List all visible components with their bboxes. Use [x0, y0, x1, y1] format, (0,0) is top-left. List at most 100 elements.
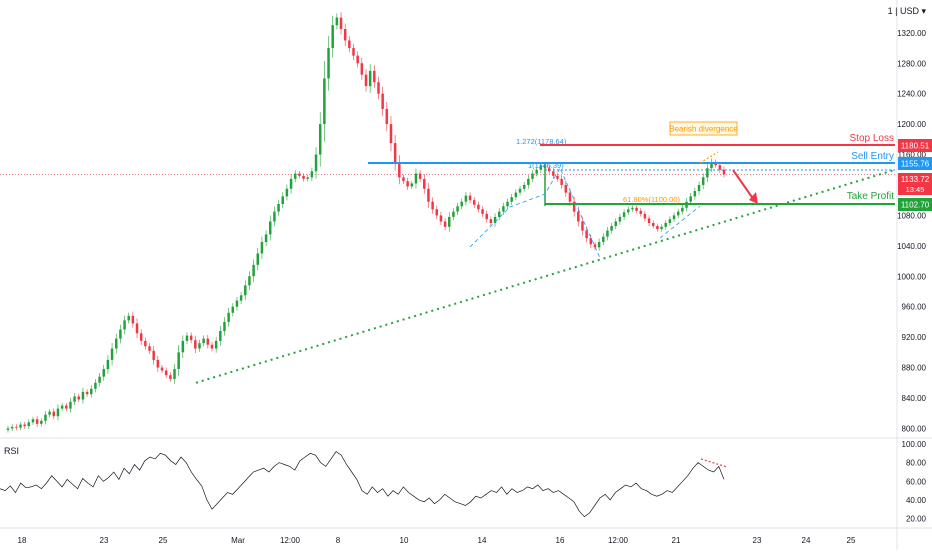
candle	[697, 184, 701, 192]
candle	[177, 352, 180, 370]
candle	[456, 206, 459, 212]
candle	[368, 70, 372, 87]
candle	[518, 188, 522, 193]
sell-entry-label: Sell Entry	[851, 151, 894, 162]
candle	[423, 178, 426, 189]
candle	[81, 391, 85, 400]
candle	[269, 221, 272, 235]
candle	[210, 344, 214, 349]
candle	[618, 216, 622, 222]
bearish-divergence-box	[669, 121, 738, 136]
candlestick-series	[6, 12, 726, 433]
candle	[127, 315, 130, 321]
currency-label[interactable]: 1 | USD ▾	[888, 6, 927, 16]
candle	[639, 210, 642, 214]
candle	[293, 173, 297, 179]
candle	[664, 223, 667, 227]
candle	[647, 218, 651, 223]
candle	[693, 191, 697, 197]
candle	[285, 188, 289, 197]
take-profit-badge	[898, 198, 932, 211]
candle	[169, 375, 172, 379]
candle	[106, 359, 110, 370]
candle	[98, 376, 101, 383]
candle	[577, 211, 580, 222]
candle	[135, 323, 139, 334]
candle	[360, 63, 364, 75]
candle	[377, 82, 380, 94]
price-axis[interactable]: 1320.001280.001240.001200.001160.001120.…	[897, 29, 926, 434]
time-tick-label: 8	[336, 536, 341, 545]
candle	[635, 207, 638, 211]
candle	[398, 162, 401, 178]
candle	[35, 419, 39, 424]
candle	[622, 212, 626, 217]
candle	[373, 70, 376, 83]
candle	[56, 408, 60, 417]
candle	[556, 175, 559, 179]
candle	[90, 388, 93, 395]
candle	[231, 306, 235, 313]
time-tick-label: 16	[556, 536, 565, 545]
sell-arrow-head	[749, 192, 758, 204]
time-axis[interactable]: 18 23 25 Mar 12:00 8 10 14 16 12:00 21 23 24 25	[18, 536, 856, 545]
candle	[489, 219, 493, 223]
candle	[535, 169, 538, 174]
time-tick-label: Mar	[231, 536, 245, 545]
candle	[701, 177, 705, 185]
time-tick-label: 21	[672, 536, 681, 545]
candle	[223, 321, 226, 332]
candle	[706, 168, 709, 178]
candle	[314, 154, 318, 172]
candle	[676, 211, 680, 216]
candle	[302, 175, 305, 179]
candle	[472, 200, 476, 205]
candle	[589, 238, 593, 245]
candle	[427, 188, 430, 202]
candle	[602, 236, 605, 243]
candle	[572, 201, 576, 212]
candle	[552, 171, 555, 176]
candle	[531, 173, 534, 179]
candle	[439, 215, 443, 222]
candle	[6, 428, 10, 430]
candle	[710, 162, 713, 169]
candle	[289, 178, 293, 189]
sell-entry-badge	[898, 157, 932, 170]
candle	[668, 219, 672, 223]
candle	[152, 350, 155, 360]
candle	[239, 295, 243, 301]
candle	[481, 209, 484, 214]
candle	[718, 165, 722, 170]
sell-entry-value: 1155.76	[901, 160, 930, 169]
candle	[73, 396, 76, 402]
candle	[464, 195, 468, 202]
candle	[402, 177, 405, 182]
fib-618-label: 61.80%(1100.00)	[623, 195, 680, 204]
candle	[214, 340, 218, 349]
candle	[160, 367, 164, 371]
time-tick-label: 12:00	[280, 536, 301, 545]
candle	[672, 215, 676, 220]
time-tick-label: 18	[18, 536, 27, 545]
support-trendline[interactable]	[195, 168, 896, 384]
candle	[593, 244, 597, 248]
candle	[331, 25, 334, 49]
candle	[364, 74, 368, 87]
candle	[581, 221, 584, 231]
candle	[248, 276, 251, 286]
stop-loss-value: 1180.51	[901, 142, 930, 151]
candle	[506, 201, 509, 207]
candle	[77, 396, 81, 400]
rsi-title[interactable]: RSI	[4, 446, 19, 456]
candle	[431, 201, 434, 210]
candle	[256, 253, 260, 265]
candle	[44, 414, 47, 421]
candle	[722, 169, 726, 175]
candle	[10, 426, 14, 429]
price-tick-label: 1040.00	[897, 242, 926, 251]
price-tick-label: 1160.00	[898, 151, 927, 160]
candle	[281, 196, 284, 204]
candle	[69, 401, 72, 409]
